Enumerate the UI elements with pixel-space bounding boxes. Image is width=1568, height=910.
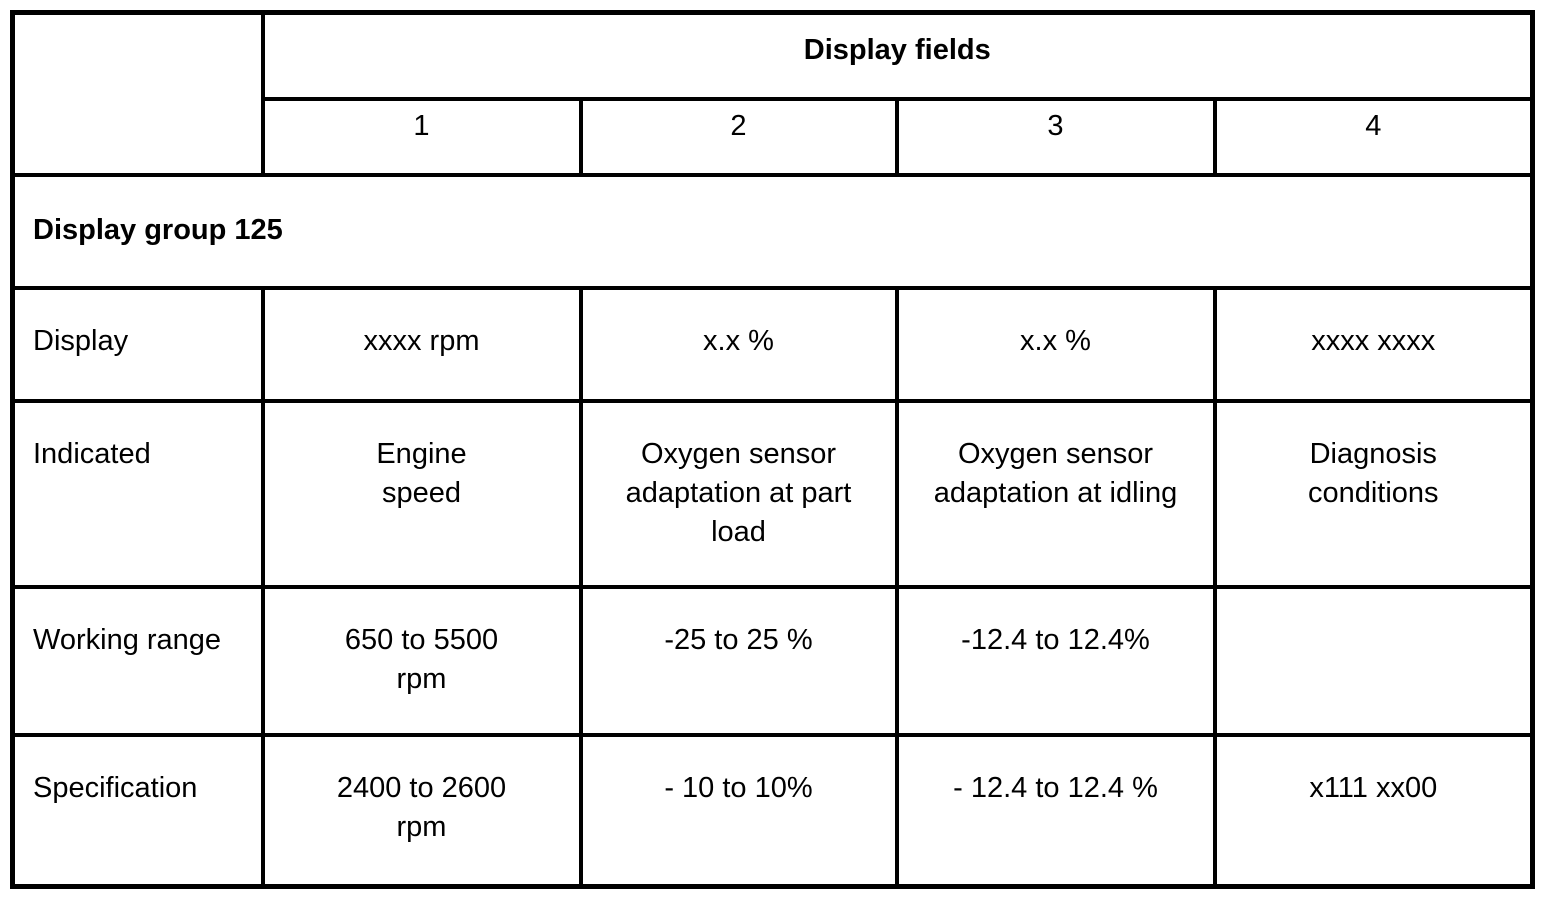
cell-display-field3: x.x %: [894, 285, 1217, 403]
cell-specification-field2: - 10 to 10%: [578, 732, 899, 889]
cell-display-field2: x.x %: [578, 285, 899, 403]
cell-working-range-field3: -12.4 to 12.4%: [894, 584, 1217, 737]
cell-specification-field3: - 12.4 to 12.4 %: [894, 732, 1217, 889]
cell-indicated-field3: Oxygen sensor adaptation at idling: [894, 398, 1217, 589]
column-header-3: 3: [894, 96, 1217, 177]
cell-working-range-field1: 650 to 5500 rpm: [260, 584, 583, 737]
row-label-display: Display: [10, 285, 265, 403]
row-label-specification: Specification: [10, 732, 265, 889]
cell-working-range-field2: -25 to 25 %: [578, 584, 899, 737]
cell-indicated-field4: Diagnosis conditions: [1212, 398, 1535, 589]
display-group-table: Display fields 1 2 3 4 Display group 125…: [10, 10, 1536, 889]
cell-indicated-field2: Oxygen sensor adaptation at part load: [578, 398, 899, 589]
column-header-4: 4: [1212, 96, 1535, 177]
cell-display-field4: xxxx xxxx: [1212, 285, 1535, 403]
cell-specification-field4: x111 xx00: [1212, 732, 1535, 889]
cell-display-field1: xxxx rpm: [260, 285, 583, 403]
corner-cell: [10, 10, 265, 177]
display-fields-header: Display fields: [260, 10, 1535, 101]
column-header-1: 1: [260, 96, 583, 177]
cell-working-range-field4: [1212, 584, 1535, 737]
column-header-2: 2: [578, 96, 899, 177]
cell-indicated-field1: Engine speed: [260, 398, 583, 589]
cell-specification-field1: 2400 to 2600 rpm: [260, 732, 583, 889]
row-label-working-range: Working range: [10, 584, 265, 737]
row-label-indicated: Indicated: [10, 398, 265, 589]
display-group-title: Display group 125: [10, 172, 1535, 290]
